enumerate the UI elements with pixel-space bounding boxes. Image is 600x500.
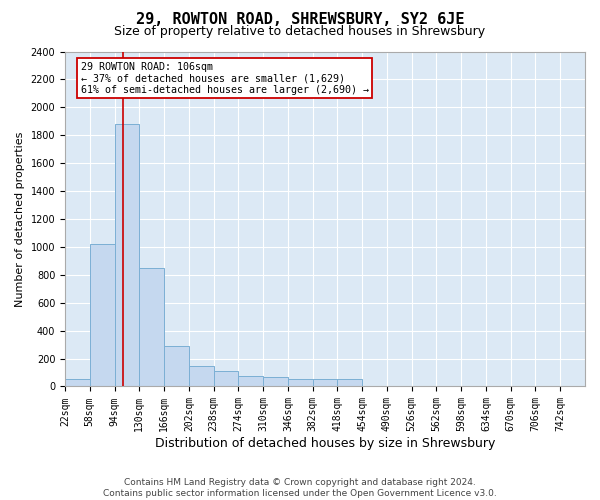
Text: Contains HM Land Registry data © Crown copyright and database right 2024.
Contai: Contains HM Land Registry data © Crown c… bbox=[103, 478, 497, 498]
Bar bbox=[313, 380, 337, 386]
Bar bbox=[65, 379, 90, 386]
Bar bbox=[214, 371, 238, 386]
Y-axis label: Number of detached properties: Number of detached properties bbox=[15, 132, 25, 306]
Bar bbox=[189, 366, 214, 386]
Text: 29, ROWTON ROAD, SHREWSBURY, SY2 6JE: 29, ROWTON ROAD, SHREWSBURY, SY2 6JE bbox=[136, 12, 464, 28]
Bar bbox=[337, 379, 362, 386]
Bar bbox=[139, 268, 164, 386]
Bar bbox=[288, 380, 313, 386]
Bar bbox=[238, 376, 263, 386]
Text: Size of property relative to detached houses in Shrewsbury: Size of property relative to detached ho… bbox=[115, 25, 485, 38]
Bar bbox=[164, 346, 189, 387]
X-axis label: Distribution of detached houses by size in Shrewsbury: Distribution of detached houses by size … bbox=[155, 437, 495, 450]
Bar bbox=[115, 124, 139, 386]
Text: 29 ROWTON ROAD: 106sqm
← 37% of detached houses are smaller (1,629)
61% of semi-: 29 ROWTON ROAD: 106sqm ← 37% of detached… bbox=[80, 62, 368, 94]
Bar bbox=[90, 244, 115, 386]
Bar bbox=[263, 378, 288, 386]
